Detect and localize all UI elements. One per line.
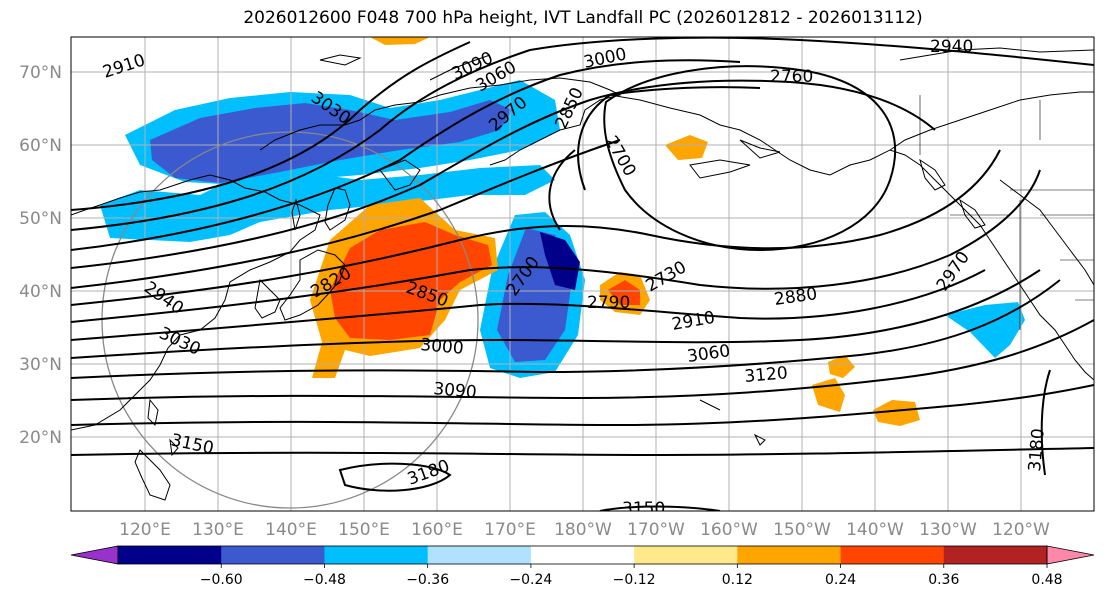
map-frame xyxy=(70,36,1095,512)
colorbar-segment xyxy=(530,546,635,564)
colorbar-segment xyxy=(943,546,1048,564)
colorbar-tick-label: 0.24 xyxy=(825,572,856,588)
contour-label: 3120 xyxy=(744,363,789,387)
colorbar-tick-label: −0.48 xyxy=(303,572,346,588)
map-title: 2026012600 F048 700 hPa height, IVT Land… xyxy=(243,8,923,28)
lat-label-50n: 50°N xyxy=(19,209,62,229)
lon-label: 170°W xyxy=(627,520,685,540)
lon-label: 120°W xyxy=(992,520,1050,540)
colorbar-tick-label: −0.36 xyxy=(406,572,449,588)
colorbar-segment xyxy=(634,546,738,564)
colorbar-outline xyxy=(117,545,1048,565)
height-contours xyxy=(71,37,1094,511)
lon-label: 120°E xyxy=(119,520,171,540)
contour-label: 2790 xyxy=(587,293,630,313)
lon-label: 160°E xyxy=(411,520,463,540)
colorbar-segment xyxy=(118,546,222,564)
colorbar-tick-label: −0.24 xyxy=(509,572,552,588)
lat-label-60n: 60°N xyxy=(19,136,62,156)
lat-label-20n: 20°N xyxy=(19,428,62,448)
map-panel: 2910 3090 3060 3000 2940 2760 3030 2970 … xyxy=(71,37,1094,519)
colorbar-tick-label: −0.12 xyxy=(613,572,656,588)
lon-label: 150°E xyxy=(338,520,390,540)
contour-label: 3090 xyxy=(433,379,478,403)
colorbar-extend-high xyxy=(1046,545,1095,565)
lat-label-30n: 30°N xyxy=(19,355,62,375)
contour-label: 3180 xyxy=(1025,428,1049,473)
contour-label: 2940 xyxy=(930,37,973,57)
contour-label: 3000 xyxy=(420,335,465,359)
longitude-labels: 120°E 130°E 140°E 150°E 160°E 170°E 180°… xyxy=(119,520,1050,540)
colorbar-tick-label: 0.12 xyxy=(722,572,753,588)
colorbar-segment xyxy=(324,546,429,564)
lon-label: 140°E xyxy=(265,520,317,540)
lon-label: 130°W xyxy=(919,520,977,540)
lon-label: 180°W xyxy=(554,520,612,540)
lon-label: 150°W xyxy=(773,520,831,540)
coastlines xyxy=(71,47,1094,501)
colorbar-segment xyxy=(427,546,532,564)
lon-label: 170°E xyxy=(484,520,536,540)
colorbar-segment xyxy=(737,546,842,564)
lat-label-70n: 70°N xyxy=(19,63,62,83)
latitude-labels: 20°N 30°N 40°N 50°N 60°N 70°N xyxy=(19,63,62,448)
colorbar-tick-label: 0.48 xyxy=(1031,572,1062,588)
colorbar-segment xyxy=(840,546,945,564)
lon-label: 130°E xyxy=(192,520,244,540)
colorbar-extend-low xyxy=(70,545,119,565)
colorbar: −0.60 −0.48 −0.36 −0.24 −0.12 0.12 0.24 0.36 0.4… xyxy=(70,545,1095,588)
lon-label: 160°W xyxy=(700,520,758,540)
contour-label: 3150 xyxy=(622,499,665,519)
colorbar-segment xyxy=(221,546,325,564)
contour-label: 2760 xyxy=(770,67,813,87)
colorbar-tick-label: −0.60 xyxy=(200,572,243,588)
lon-label: 140°W xyxy=(846,520,904,540)
lat-label-40n: 40°N xyxy=(19,282,62,302)
colorbar-tick-label: 0.36 xyxy=(928,572,959,588)
